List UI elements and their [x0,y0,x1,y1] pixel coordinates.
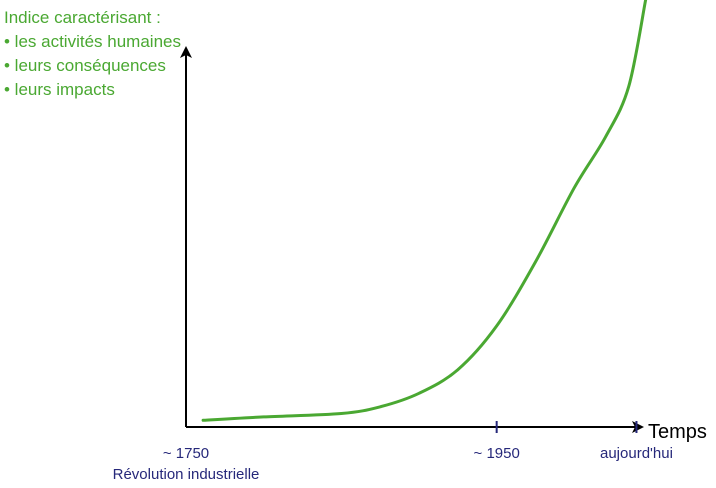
x-tick-label: ~ 1750 [163,445,209,462]
x-tick-label: ~ 1950 [474,445,520,462]
x-axis-title: Temps [648,421,707,443]
x-tick-sublabel: Révolution industrielle [113,466,260,483]
y-axis-label-line: • les activités humaines [4,32,181,51]
x-tick-label: aujourd'hui [600,445,673,462]
y-axis-label: Indice caractérisant : • les activités h… [4,6,181,102]
growth-curve-line [201,0,648,422]
y-axis-label-line: • leurs conséquences [4,56,166,75]
y-axis-label-line: • leurs impacts [4,80,115,99]
y-axis-label-line: Indice caractérisant : [4,8,161,27]
